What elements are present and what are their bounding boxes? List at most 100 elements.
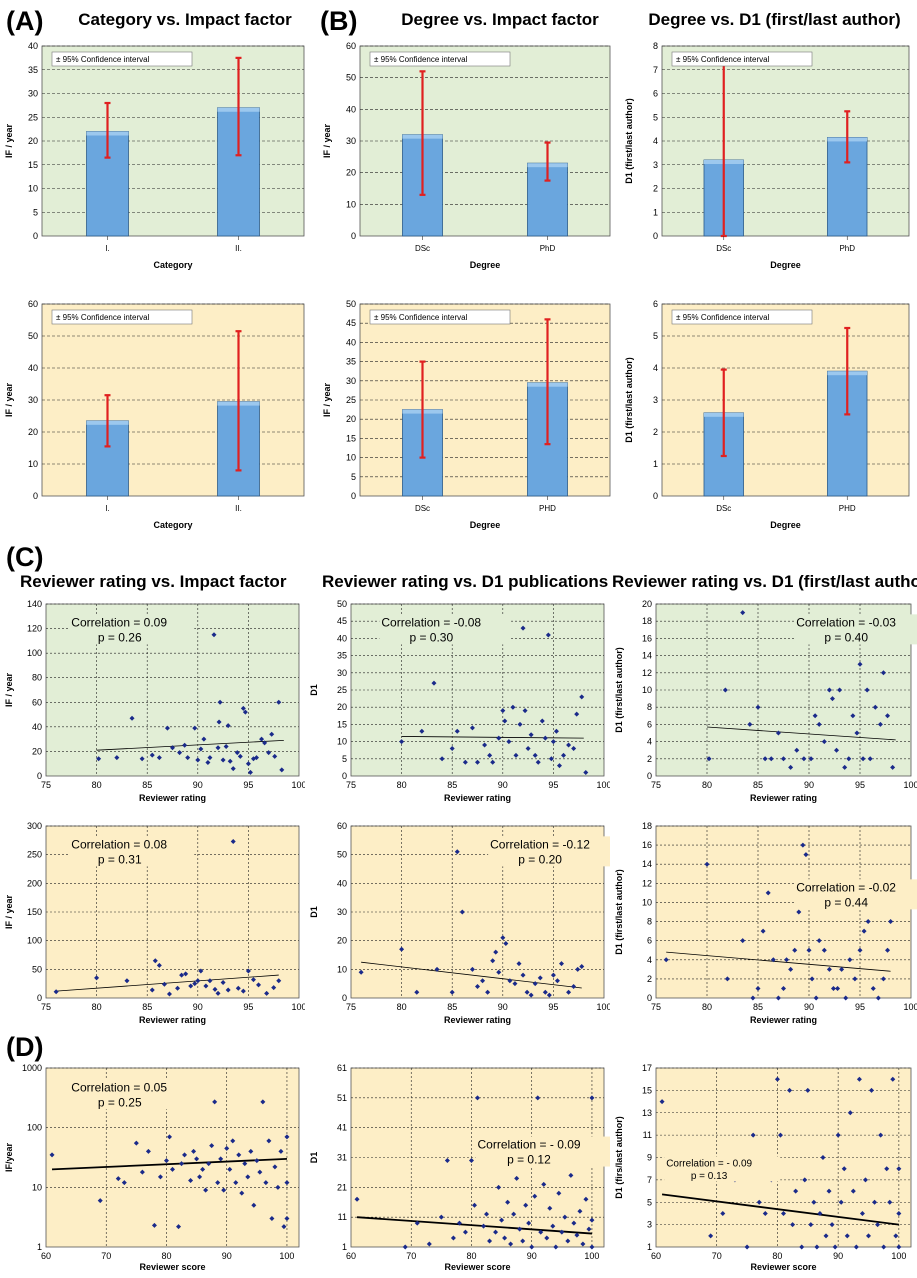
y-tick-label: 200 bbox=[27, 878, 42, 888]
data-point bbox=[166, 991, 172, 997]
x-tick-label: 90 bbox=[193, 1002, 203, 1012]
data-point bbox=[215, 745, 221, 751]
legend-box bbox=[369, 309, 511, 325]
x-tick-label: 80 bbox=[161, 1251, 171, 1261]
data-point bbox=[708, 1233, 714, 1239]
chart-b3: 0 5 10 15 20 25 30 35 40 45 50 IF / year DSc PHD Degre… bbox=[318, 292, 618, 536]
data-point bbox=[796, 909, 802, 915]
data-point bbox=[248, 1148, 254, 1154]
data-point bbox=[481, 1223, 487, 1229]
chart-svg-c1: 0 20 40 60 80 100 120 140 IF / year 75 80 85 90 95 100… bbox=[4, 599, 307, 803]
data-point bbox=[809, 976, 815, 982]
y-tick-label: 50 bbox=[32, 964, 42, 974]
y-axis-label: D1 bbox=[309, 906, 319, 918]
data-point bbox=[227, 758, 233, 764]
y-tick-label: 9 bbox=[647, 1153, 652, 1163]
y-axis-label: D1 bbox=[309, 684, 319, 696]
data-point bbox=[139, 1169, 145, 1175]
data-point bbox=[542, 989, 548, 995]
data-point bbox=[522, 708, 528, 714]
y-tick-label: 16 bbox=[642, 633, 652, 643]
data-point bbox=[875, 995, 881, 1001]
y-tick-label: 6 bbox=[647, 936, 652, 946]
data-point bbox=[449, 745, 455, 751]
x-tick-label: 90 bbox=[527, 1251, 537, 1261]
chart-svg-c3: 0 2 4 6 8 10 12 14 16 18 20 D1 (first/last author) 7… bbox=[614, 599, 917, 803]
data-point bbox=[179, 972, 185, 978]
data-point bbox=[663, 957, 669, 963]
y-tick-label: 5 bbox=[342, 754, 347, 764]
data-point bbox=[524, 989, 530, 995]
title-rating-d1-first: Reviewer rating vs. D1 (first/last autho… bbox=[612, 572, 917, 591]
data-point bbox=[528, 992, 534, 998]
x-tick-label: 80 bbox=[397, 780, 407, 790]
data-point bbox=[284, 1134, 290, 1140]
data-point bbox=[539, 718, 545, 724]
y-tick-label: 30 bbox=[346, 376, 356, 386]
chart-d3: 1 3 5 7 9 11 13 15 17 D1 (firs/last author) 60 70 80… bbox=[610, 1060, 917, 1273]
y-tick-label: 1 bbox=[653, 459, 658, 469]
data-point bbox=[469, 725, 475, 731]
correlation-text: Correlation = 0.08 bbox=[71, 837, 167, 851]
data-point bbox=[885, 947, 891, 953]
data-point bbox=[250, 977, 256, 983]
data-point bbox=[847, 1110, 853, 1116]
data-point bbox=[254, 1158, 260, 1164]
chart-c6: 0 2 4 6 8 10 12 14 16 18 D1 (first/last author) 75 8… bbox=[610, 818, 917, 1028]
data-point bbox=[493, 1229, 499, 1235]
data-point bbox=[574, 1232, 580, 1238]
data-point bbox=[850, 1188, 856, 1194]
x-tick-label: 100 bbox=[291, 1002, 305, 1012]
data-point bbox=[513, 752, 519, 758]
data-point bbox=[744, 1244, 750, 1250]
y-tick-label: 100 bbox=[27, 648, 42, 658]
y-tick-label: 0 bbox=[33, 231, 38, 241]
legend-text: ± 95% Confidence interval bbox=[56, 55, 150, 64]
data-point bbox=[275, 1184, 281, 1190]
data-point bbox=[444, 1157, 450, 1163]
y-tick-label: 150 bbox=[27, 907, 42, 917]
y-tick-label: 3 bbox=[653, 160, 658, 170]
data-point bbox=[245, 968, 251, 974]
data-point bbox=[192, 981, 198, 987]
data-point bbox=[115, 1176, 121, 1182]
y-tick-label: 18 bbox=[642, 821, 652, 831]
y-tick-label: 16 bbox=[642, 840, 652, 850]
y-tick-label: 2 bbox=[653, 184, 658, 194]
x-tick-label: 80 bbox=[772, 1251, 782, 1261]
y-tick-label: 25 bbox=[346, 395, 356, 405]
data-point bbox=[272, 753, 278, 759]
x-tick-label: 85 bbox=[142, 780, 152, 790]
data-point bbox=[200, 1166, 206, 1172]
data-point bbox=[750, 995, 756, 1001]
data-point bbox=[508, 1241, 514, 1247]
x-axis-label: Reviewer score bbox=[139, 1262, 205, 1272]
data-point bbox=[844, 1233, 850, 1239]
data-point bbox=[532, 1193, 538, 1199]
y-tick-label: 13 bbox=[642, 1108, 652, 1118]
data-point bbox=[872, 704, 878, 710]
data-point bbox=[225, 723, 231, 729]
data-point bbox=[170, 745, 175, 751]
y-tick-label: 35 bbox=[337, 651, 347, 661]
data-point bbox=[264, 990, 270, 996]
data-point bbox=[216, 719, 222, 725]
y-tick-label: 10 bbox=[346, 199, 356, 209]
x-tick-label: 70 bbox=[101, 1251, 111, 1261]
annotation-bg bbox=[475, 1136, 614, 1167]
data-point bbox=[212, 1099, 218, 1105]
data-point bbox=[589, 1095, 595, 1101]
x-tick-label: DSc bbox=[415, 504, 430, 513]
y-axis-label: D1 (first/last author) bbox=[614, 869, 624, 955]
data-point bbox=[812, 713, 818, 719]
data-point bbox=[545, 632, 551, 638]
annotation-bg bbox=[69, 836, 195, 867]
data-point bbox=[279, 767, 285, 773]
x-axis-label: Degree bbox=[470, 260, 501, 270]
data-point bbox=[234, 750, 240, 756]
y-tick-label: 1 bbox=[647, 1242, 652, 1252]
x-tick-label: 95 bbox=[548, 780, 558, 790]
data-point bbox=[262, 740, 268, 746]
y-tick-label: 50 bbox=[337, 599, 347, 609]
